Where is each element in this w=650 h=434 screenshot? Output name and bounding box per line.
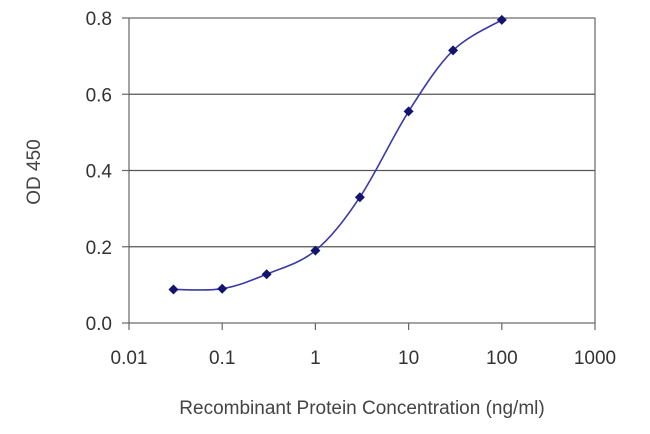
data-point bbox=[217, 283, 228, 294]
y-axis-title: OD 450 bbox=[24, 139, 45, 204]
x-tick-label: 10 bbox=[398, 348, 419, 369]
data-point bbox=[310, 245, 321, 256]
data-point bbox=[496, 14, 507, 25]
x-axis-title: Recombinant Protein Concentration (ng/ml… bbox=[179, 398, 544, 419]
y-tick-label: 0.6 bbox=[86, 85, 112, 106]
x-tick-label: 0.1 bbox=[209, 348, 235, 369]
gridlines bbox=[129, 93, 595, 248]
x-tick-label: 100 bbox=[486, 348, 518, 369]
y-tick-label: 0.8 bbox=[86, 9, 112, 30]
data-point bbox=[261, 269, 272, 280]
series-line bbox=[173, 19, 503, 291]
data-point bbox=[403, 106, 414, 117]
x-tick-label: 0.01 bbox=[111, 348, 148, 369]
data-point bbox=[448, 45, 459, 56]
x-tick-label: 1 bbox=[310, 348, 321, 369]
y-tick-label: 0.0 bbox=[86, 314, 112, 335]
series-layer bbox=[168, 14, 507, 295]
data-point bbox=[168, 284, 179, 295]
data-point bbox=[354, 192, 365, 203]
x-axis-ticks: 0.01 0.1 1 10 100 1000 bbox=[111, 323, 616, 369]
y-axis-ticks: 0.0 0.2 0.4 0.6 0.8 bbox=[86, 9, 129, 335]
y-tick-label: 0.4 bbox=[86, 162, 113, 183]
x-tick-label: 1000 bbox=[574, 348, 616, 369]
y-tick-label: 0.2 bbox=[86, 238, 112, 259]
